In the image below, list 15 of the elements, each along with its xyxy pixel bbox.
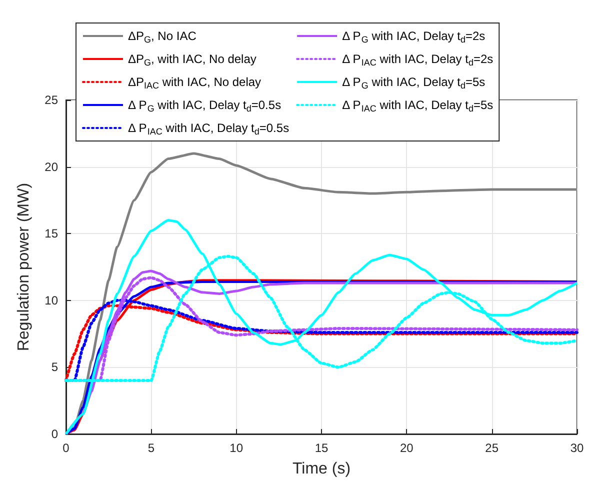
y-tick-label: 15	[44, 226, 58, 241]
y-tick-label: 0	[51, 427, 58, 441]
x-tick-label: 10	[230, 441, 244, 455]
x-tick-label: 15	[314, 441, 328, 455]
x-tick-label: 25	[485, 441, 499, 455]
y-tick-label: 10	[44, 293, 58, 308]
y-tick-label: 20	[44, 160, 58, 174]
x-tick-label: 20	[400, 441, 414, 455]
y-axis-title: Regulation power (MW)	[16, 182, 32, 352]
x-tick-label: 0	[62, 441, 70, 455]
y-tick-label: 25	[44, 93, 58, 107]
x-tick-label: 30	[570, 441, 584, 455]
x-axis-title: Time (s)	[292, 460, 351, 478]
x-tick-label: 5	[148, 441, 155, 455]
y-tick-label: 5	[51, 360, 58, 374]
